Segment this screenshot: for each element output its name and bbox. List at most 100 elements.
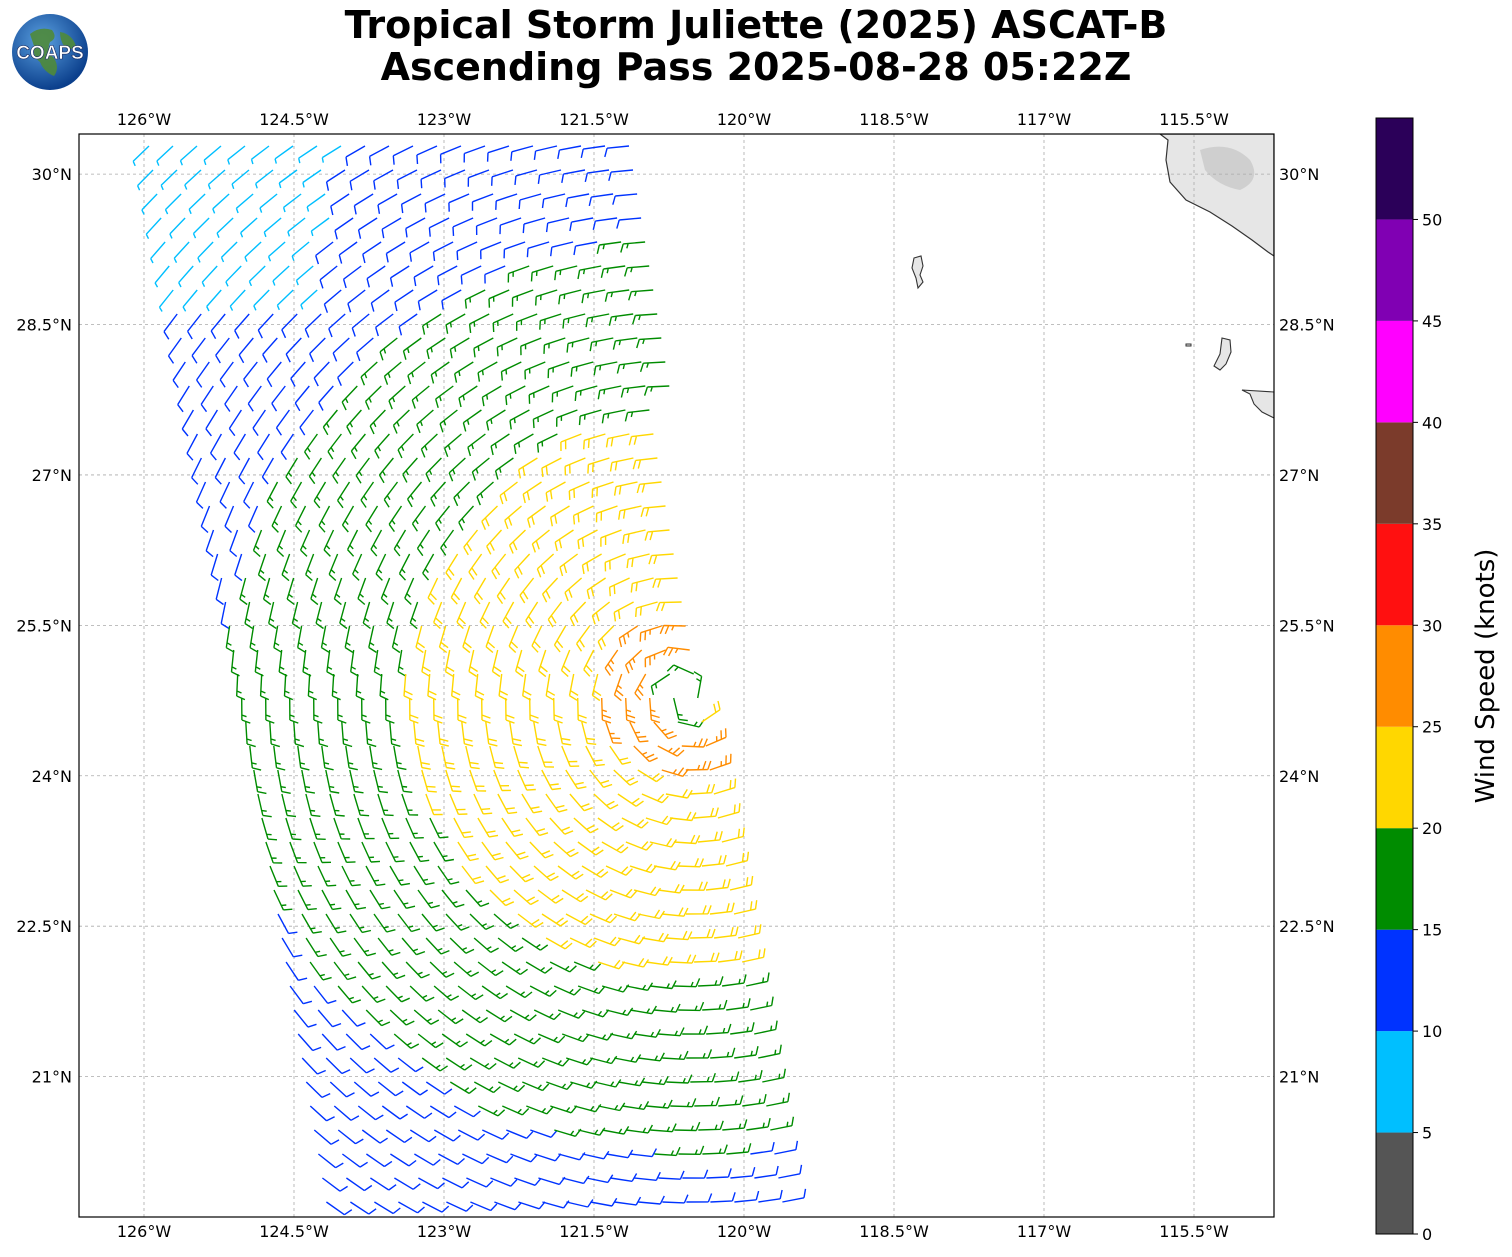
wind-barb bbox=[513, 889, 539, 906]
wind-barb bbox=[429, 1105, 457, 1119]
wind-barb bbox=[612, 337, 638, 350]
wind-barb bbox=[488, 289, 510, 308]
wind-barb bbox=[705, 728, 727, 747]
wind-barb bbox=[333, 1105, 360, 1121]
wind-barb bbox=[605, 865, 633, 876]
wind-barb bbox=[345, 745, 358, 771]
wind-barb bbox=[452, 217, 474, 236]
wind-barb bbox=[584, 169, 610, 183]
wind-barb bbox=[345, 1033, 371, 1051]
wind-barb bbox=[485, 625, 496, 654]
colorbar-bin bbox=[1376, 929, 1413, 1032]
wind-barb bbox=[238, 337, 254, 364]
wind-barb bbox=[297, 745, 310, 771]
globe-logo-icon: COAPS bbox=[12, 14, 88, 90]
colorbar-tick-label: 50 bbox=[1422, 210, 1442, 229]
colorbar-tick-label: 40 bbox=[1422, 413, 1442, 432]
wind-barb bbox=[493, 769, 511, 792]
wind-barb bbox=[301, 913, 322, 934]
wind-barb bbox=[622, 1101, 650, 1110]
wind-barb bbox=[445, 313, 466, 334]
wind-barb bbox=[427, 673, 437, 701]
wind-barb bbox=[299, 409, 314, 436]
wind-barb bbox=[385, 241, 406, 263]
wind-barb bbox=[433, 1129, 461, 1142]
wind-barb bbox=[353, 193, 374, 215]
wind-barb bbox=[356, 337, 374, 362]
colorbar-frame bbox=[1375, 117, 1414, 1235]
wind-barb bbox=[164, 193, 182, 215]
wind-barb bbox=[243, 361, 258, 388]
wind-barb bbox=[405, 817, 424, 839]
wind-barb bbox=[665, 789, 693, 799]
wind-barb bbox=[524, 361, 546, 380]
wind-barb bbox=[294, 505, 307, 533]
wind-barb bbox=[309, 961, 332, 981]
wind-barb bbox=[577, 265, 602, 280]
wind-barb bbox=[578, 1127, 606, 1136]
wind-barb bbox=[182, 289, 198, 312]
wind-barb bbox=[605, 433, 630, 448]
wind-barb bbox=[628, 433, 654, 446]
wind-barb bbox=[559, 553, 579, 577]
wind-barb bbox=[564, 457, 586, 476]
wind-barb bbox=[318, 385, 334, 411]
wind-barb bbox=[481, 697, 491, 724]
wind-barb bbox=[297, 1033, 322, 1052]
wind-barb bbox=[613, 769, 639, 786]
wind-barb bbox=[467, 433, 486, 457]
wind-barb bbox=[533, 865, 559, 882]
wind-barb bbox=[341, 865, 361, 887]
wind-barb bbox=[659, 624, 686, 635]
wind-barb bbox=[350, 1201, 377, 1215]
wind-barb bbox=[462, 409, 482, 432]
wind-barb bbox=[534, 1153, 562, 1162]
wind-barb bbox=[413, 721, 425, 747]
wind-barb bbox=[722, 974, 747, 987]
wind-barb bbox=[219, 361, 234, 388]
wind-barb bbox=[509, 409, 530, 430]
wind-barb bbox=[248, 265, 266, 287]
wind-barb bbox=[421, 649, 431, 677]
wind-barb bbox=[545, 793, 568, 813]
wind-barb bbox=[505, 985, 533, 999]
wind-barb bbox=[407, 361, 426, 385]
wind-barb bbox=[329, 1081, 355, 1098]
wind-barb bbox=[725, 851, 750, 867]
wind-barb bbox=[429, 817, 449, 839]
wind-barb bbox=[778, 1164, 803, 1179]
wind-barb bbox=[537, 1033, 566, 1044]
wind-barb bbox=[400, 193, 422, 214]
lon-label-bottom: 118.5°W bbox=[859, 1222, 929, 1241]
wind-barb bbox=[670, 954, 697, 964]
wind-barb bbox=[480, 241, 502, 260]
wind-barb bbox=[706, 1168, 732, 1179]
wind-barb bbox=[370, 529, 383, 557]
wind-barb bbox=[262, 337, 278, 363]
lon-label-bottom: 126°W bbox=[117, 1222, 172, 1241]
wind-barb bbox=[754, 1165, 779, 1179]
wind-barb bbox=[240, 217, 258, 238]
wind-barb bbox=[285, 457, 298, 485]
wind-barb bbox=[342, 265, 362, 289]
wind-barb bbox=[317, 1153, 344, 1169]
colorbar-bin bbox=[1376, 625, 1413, 727]
wind-barb bbox=[502, 601, 515, 629]
wind-barb bbox=[511, 289, 534, 307]
wind-barb bbox=[509, 721, 523, 747]
wind-barb bbox=[586, 577, 606, 600]
wind-barb bbox=[310, 217, 330, 237]
wind-barb bbox=[541, 193, 566, 209]
wind-barb bbox=[474, 673, 485, 701]
wind-barb bbox=[624, 649, 643, 674]
wind-barb bbox=[653, 721, 677, 740]
wind-barb bbox=[640, 505, 666, 517]
wind-barb bbox=[261, 817, 278, 841]
wind-barb bbox=[733, 900, 758, 915]
wind-barb bbox=[141, 193, 158, 215]
wind-barb bbox=[383, 361, 402, 385]
wind-barb bbox=[337, 841, 356, 863]
wind-barb bbox=[445, 769, 462, 793]
wind-barb bbox=[624, 409, 650, 422]
wind-barb bbox=[357, 1105, 384, 1121]
